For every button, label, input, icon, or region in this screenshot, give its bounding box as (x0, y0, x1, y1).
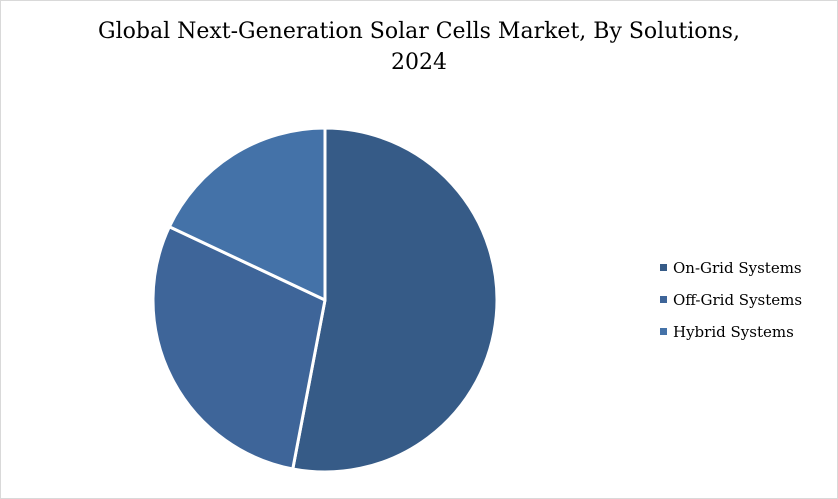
legend-item-off-grid: Off-Grid Systems (660, 289, 802, 310)
legend-label-off-grid: Off-Grid Systems (673, 290, 803, 309)
legend: On-Grid Systems Off-Grid Systems Hybrid … (660, 257, 802, 353)
pie-slice-on-grid-systems (291, 126, 499, 474)
legend-item-on-grid: On-Grid Systems (660, 257, 802, 278)
legend-label-hybrid: Hybrid Systems (673, 322, 794, 341)
legend-swatch-hybrid (660, 328, 667, 335)
pie-slices (151, 126, 499, 474)
pie-slice-hybrid-systems (167, 126, 327, 302)
legend-swatch-off-grid (660, 296, 667, 303)
legend-label-on-grid: On-Grid Systems (673, 258, 802, 277)
chart-title: Global Next-Generation Solar Cells Marke… (0, 16, 838, 78)
pie-slice-off-grid-systems (151, 225, 327, 471)
legend-swatch-on-grid (660, 264, 667, 271)
chart-title-line-1: Global Next-Generation Solar Cells Marke… (98, 19, 740, 44)
legend-item-hybrid: Hybrid Systems (660, 321, 802, 342)
chart-title-line-2: 2024 (391, 50, 447, 75)
